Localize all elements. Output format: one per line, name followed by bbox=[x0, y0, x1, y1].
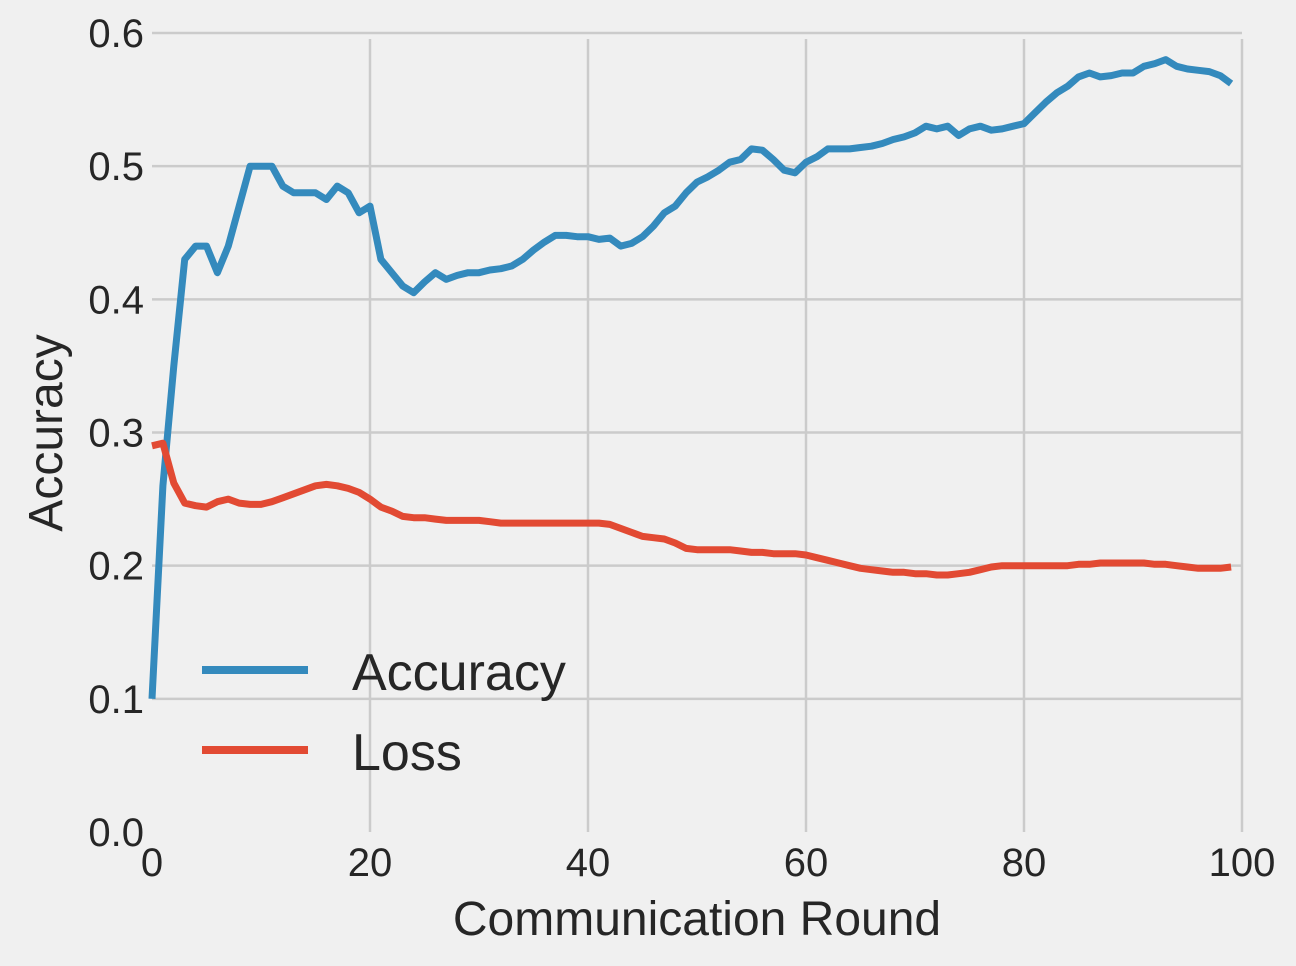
legend-label-accuracy: Accuracy bbox=[352, 644, 566, 702]
series-line-loss bbox=[151, 439, 1232, 579]
y-tick-label: 0.0 bbox=[88, 811, 144, 855]
y-tick-label: 0.6 bbox=[88, 12, 144, 56]
y-tick-label: 0.1 bbox=[88, 678, 144, 722]
y-axis-ticks: 0.0 0.1 0.2 0.3 0.4 0.5 0.6 bbox=[88, 12, 144, 855]
grid bbox=[152, 31, 1244, 832]
x-axis-label: Communication Round bbox=[453, 893, 941, 946]
y-axis-label: Accuracy bbox=[20, 334, 73, 531]
y-tick-label: 0.3 bbox=[88, 412, 144, 456]
x-tick-label: 0 bbox=[141, 841, 163, 885]
x-tick-label: 20 bbox=[348, 841, 393, 885]
series-lines bbox=[148, 56, 1234, 699]
legend: Accuracy Loss bbox=[202, 644, 566, 782]
y-tick-label: 0.5 bbox=[88, 145, 144, 189]
legend-label-loss: Loss bbox=[352, 724, 462, 782]
x-axis-ticks: 0 20 40 60 80 100 bbox=[141, 841, 1276, 885]
series-line-accuracy bbox=[148, 56, 1234, 699]
x-tick-label: 40 bbox=[566, 841, 611, 885]
y-tick-label: 0.4 bbox=[88, 278, 144, 322]
x-tick-label: 80 bbox=[1002, 841, 1047, 885]
x-tick-label: 60 bbox=[784, 841, 829, 885]
y-tick-label: 0.2 bbox=[88, 545, 144, 589]
x-tick-label: 100 bbox=[1209, 841, 1276, 885]
